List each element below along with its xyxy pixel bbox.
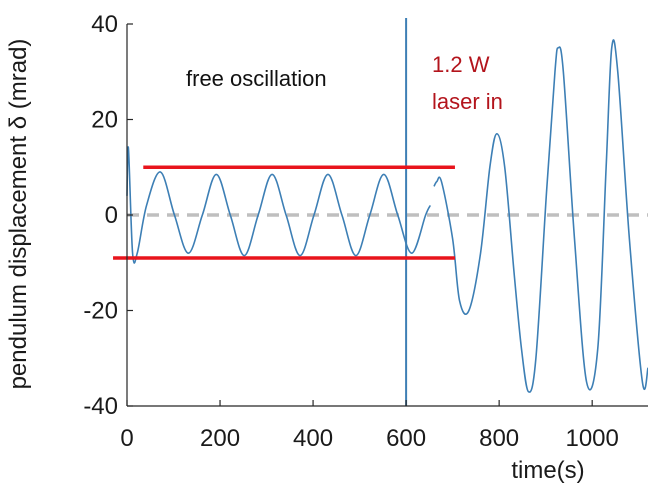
y-tick-label: -20 <box>83 298 118 325</box>
series-line-segment-1 <box>126 146 432 264</box>
annotation-laser-in: laser in <box>432 89 503 114</box>
x-tick-label: 0 <box>120 425 133 452</box>
x-tick-label: 600 <box>386 425 426 452</box>
annotation-laser-power: 1.2 W <box>432 52 490 77</box>
x-tick-label: 1000 <box>565 425 618 452</box>
y-tick-label: 0 <box>105 202 118 229</box>
y-tick-label: 40 <box>91 11 118 38</box>
x-tick-label: 400 <box>293 425 333 452</box>
axes <box>126 23 648 407</box>
y-tick-label: 20 <box>91 107 118 134</box>
x-tick-label: 200 <box>200 425 240 452</box>
annotation-free-oscillation: free oscillation <box>186 66 327 91</box>
plot-area <box>113 18 648 406</box>
y-tick-label: -40 <box>83 393 118 420</box>
series-line-segment-2 <box>433 39 648 393</box>
x-tick-label: 800 <box>479 425 519 452</box>
x-axis-label: time(s) <box>511 457 584 484</box>
y-axis-label: pendulum displacement δ (mrad) <box>5 39 32 390</box>
plot-clipped-group <box>126 39 648 393</box>
